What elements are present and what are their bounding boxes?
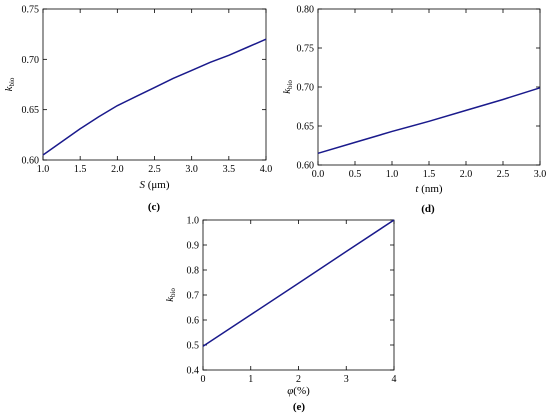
panel-label: (e) — [293, 401, 306, 413]
y-tick-label: 0.5 — [187, 341, 200, 352]
series-line — [42, 38, 267, 156]
y-tick-label: 0.65 — [297, 122, 315, 133]
chart-d: 0.0 0.5 1.0 1.5 2.0 2.5 3.0 0.60 0.65 0.70 0.75 0.8… — [281, 5, 546, 216]
x-tick-label: 2.0 — [111, 164, 124, 175]
x-tick-label: 0.0 — [312, 169, 325, 180]
x-tick-label: 3.0 — [185, 164, 198, 175]
x-tick-label: 1 — [248, 374, 253, 385]
x-tick-label: 2.0 — [460, 169, 473, 180]
y-tick-label: 0.9 — [187, 241, 200, 252]
y-tick-label: 0.80 — [297, 5, 315, 16]
x-axis-title: φ(%) — [287, 385, 310, 397]
x-tick-label: 1.5 — [423, 169, 436, 180]
y-tick-label: 0.60 — [297, 161, 315, 172]
x-tick-label: 0.5 — [349, 169, 362, 180]
y-tick-label: 0.7 — [187, 291, 200, 302]
plot-frame — [42, 8, 267, 161]
y-tick-label: 0.75 — [22, 5, 40, 16]
panel-label: (d) — [421, 203, 435, 215]
series-line — [317, 87, 541, 155]
y-axis-title: kbio — [3, 77, 16, 91]
x-tick-label: 4.0 — [260, 164, 273, 175]
y-tick-label: 0.75 — [297, 44, 315, 55]
x-tick-label: 1.5 — [74, 164, 87, 175]
y-tick-label: 1.0 — [187, 216, 200, 227]
panel-label: (c) — [148, 201, 161, 213]
x-tick-label: 4 — [392, 374, 397, 385]
y-axis-title: kbio — [281, 80, 294, 94]
y-tick-label: 0.6 — [187, 316, 200, 327]
plot-frame — [202, 219, 395, 371]
x-tick-label: 0 — [201, 374, 206, 385]
y-tick-label: 0.60 — [22, 156, 40, 167]
x-axis-title: S (μm) — [139, 179, 169, 191]
y-tick-label: 0.4 — [187, 366, 200, 377]
x-tick-label: 3.0 — [534, 169, 547, 180]
y-tick-label: 0.65 — [22, 105, 40, 116]
chart-c: 1.0 1.5 2.0 2.5 3.0 3.5 4.0 0.60 0.65 0.70 0.75 S (… — [3, 5, 272, 214]
y-tick-label: 0.8 — [187, 266, 200, 277]
y-axis-title: kbio — [164, 288, 177, 302]
chart-e: 0 1 2 3 4 0.4 0.5 0.6 0.7 0.8 0.9 1.0 φ(%) kbio (e) — [164, 216, 397, 414]
x-axis-title: t (nm) — [415, 183, 443, 195]
y-tick-label: 0.70 — [297, 83, 315, 94]
y-tick-label: 0.70 — [22, 55, 40, 66]
x-tick-label: 2 — [296, 374, 301, 385]
x-tick-label: 1.0 — [37, 164, 50, 175]
x-tick-label: 2.5 — [497, 169, 510, 180]
x-tick-label: 3 — [344, 374, 349, 385]
x-tick-label: 1.0 — [386, 169, 399, 180]
x-tick-label: 3.5 — [223, 164, 236, 175]
plot-frame — [317, 8, 541, 166]
series-line — [202, 219, 395, 347]
x-tick-label: 2.5 — [148, 164, 161, 175]
